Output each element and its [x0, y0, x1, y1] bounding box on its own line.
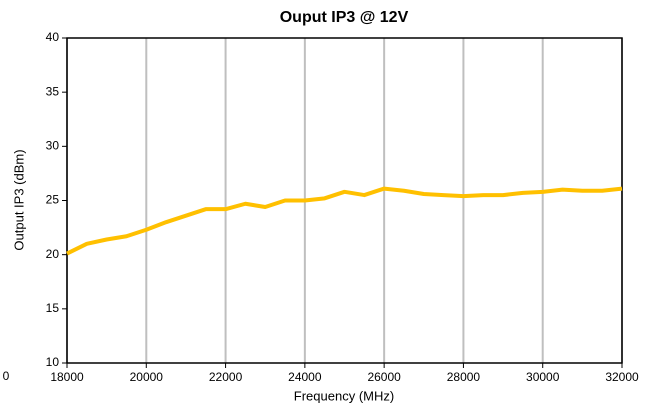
x-tick-label: 22000 [209, 370, 243, 384]
y-tick-label: 15 [46, 301, 60, 315]
annotation: 0 [3, 369, 10, 383]
data-line [66, 186, 623, 256]
x-tick-label: 30000 [526, 370, 560, 384]
y-tick-label: 10 [46, 355, 60, 369]
y-tick-label: 40 [46, 30, 60, 44]
x-tick-label: 18000 [50, 370, 84, 384]
y-tick-label: 20 [46, 247, 60, 261]
x-tick-label: 24000 [288, 370, 322, 384]
plot-border [66, 37, 623, 364]
y-axis-label: Output IP3 (dBm) [11, 149, 26, 250]
y-tick-label: 35 [46, 84, 60, 98]
x-axis-label: Frequency (MHz) [294, 388, 394, 403]
x-tick-label: 26000 [367, 370, 401, 384]
x-tick-label: 32000 [605, 370, 639, 384]
chart-title: Ouput IP3 @ 12V [280, 9, 409, 26]
y-tick-label: 30 [46, 139, 60, 153]
y-tick-label: 25 [46, 193, 60, 207]
x-tick-label: 28000 [447, 370, 481, 384]
x-tick-label: 20000 [130, 370, 164, 384]
